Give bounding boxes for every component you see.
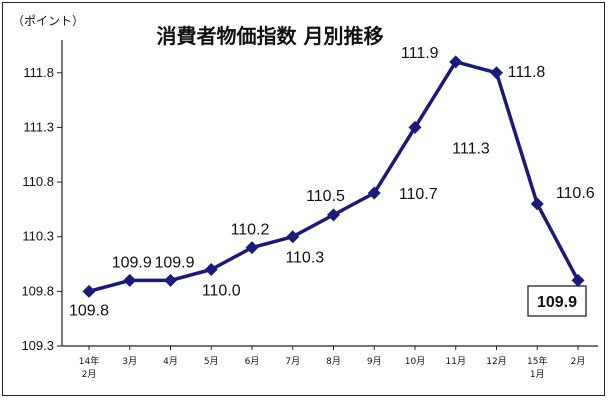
data-point-marker <box>245 241 259 255</box>
data-label-latest: 109.9 <box>537 294 577 311</box>
x-tick-label: 15年 <box>527 355 547 367</box>
data-label: 109.8 <box>69 302 109 319</box>
data-label: 110.6 <box>556 185 595 202</box>
x-tick-label: 7月 <box>285 356 300 367</box>
data-point-marker <box>530 197 544 211</box>
y-tick-label: 109.8 <box>21 283 54 298</box>
x-tick-label: 3月 <box>122 356 137 367</box>
data-label: 110.2 <box>231 222 270 239</box>
y-tick-label: 110.3 <box>22 229 54 244</box>
data-label: 109.9 <box>154 254 194 271</box>
x-tick-label: 11月 <box>446 356 466 367</box>
x-tick-label: 1月 <box>530 369 545 380</box>
data-label: 111.9 <box>401 45 439 62</box>
x-tick-label: 2月 <box>82 369 97 380</box>
data-label: 110.3 <box>285 250 324 267</box>
data-point-marker <box>490 66 503 80</box>
x-tick-label: 9月 <box>367 356 382 367</box>
y-tick-label: 110.8 <box>22 174 54 189</box>
data-point-marker <box>367 186 381 200</box>
data-point-marker <box>327 208 340 222</box>
x-tick-label: 10月 <box>405 356 425 367</box>
x-tick-label: 4月 <box>163 356 178 367</box>
data-label: 110.5 <box>306 188 345 205</box>
data-point-marker <box>408 120 422 134</box>
y-tick-label: 111.8 <box>23 65 54 80</box>
x-tick-label: 12月 <box>486 356 506 367</box>
chart-title: 消費者物価指数 月別推移 <box>156 24 384 48</box>
highlight-label-box <box>527 285 587 317</box>
data-label: 111.3 <box>452 140 490 157</box>
x-tick-label: 6月 <box>245 356 260 367</box>
data-label: 110.0 <box>202 283 241 300</box>
x-tick-label: 8月 <box>326 356 341 367</box>
y-unit-label: （ポイント） <box>12 14 85 28</box>
data-point-marker <box>82 284 96 298</box>
data-point-marker <box>123 273 137 287</box>
data-label: 110.7 <box>399 186 438 203</box>
data-point-marker <box>571 273 585 287</box>
data-point-marker <box>449 55 463 69</box>
x-tick-label: 14年 <box>79 355 99 367</box>
x-tick-label: 5月 <box>204 356 219 367</box>
chart-frame <box>2 2 605 396</box>
data-point-marker <box>204 263 218 276</box>
x-tick-label: 2月 <box>571 356 586 367</box>
y-tick-label: 111.3 <box>23 119 54 134</box>
y-tick-label: 109.3 <box>21 338 54 353</box>
data-label: 111.8 <box>508 64 546 81</box>
data-point-marker <box>164 273 177 287</box>
data-point-marker <box>286 230 300 244</box>
data-label: 109.9 <box>112 254 152 271</box>
